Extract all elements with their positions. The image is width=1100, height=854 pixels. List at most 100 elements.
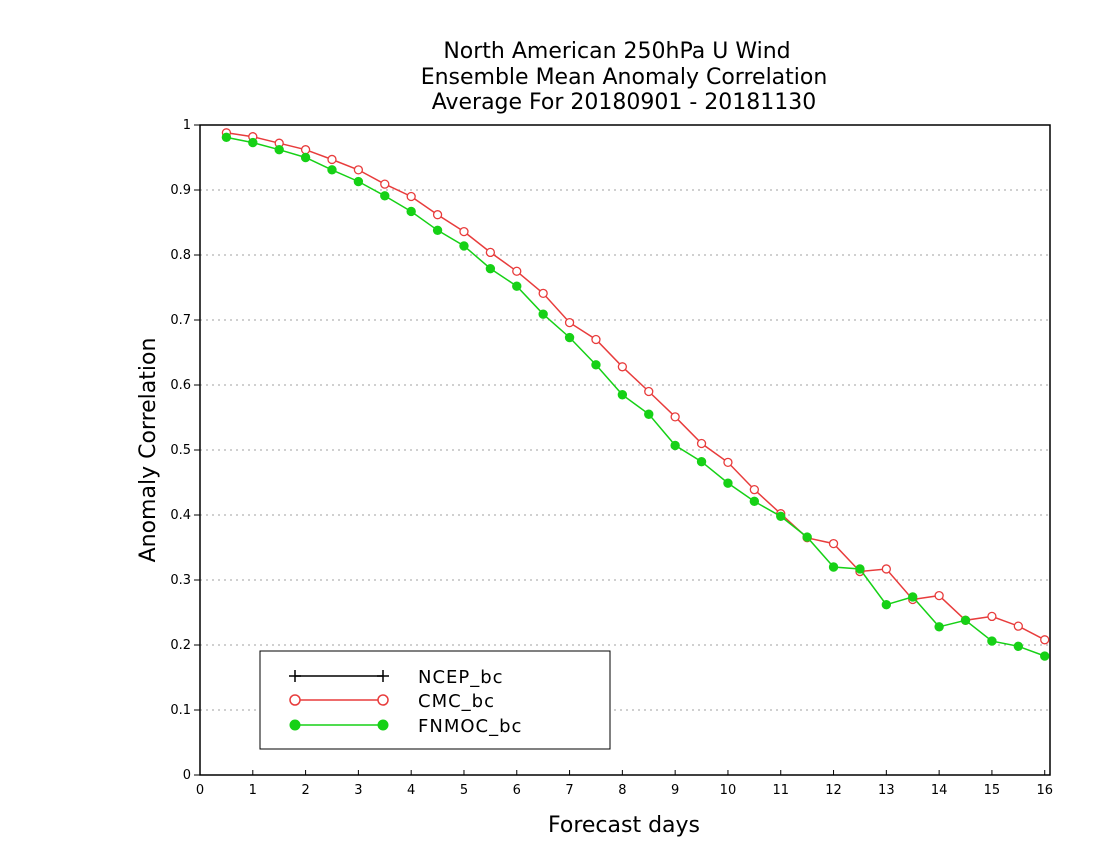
data-point-cmc-bc xyxy=(538,288,548,299)
y-tick-label: 0.6 xyxy=(170,378,191,393)
y-tick-label: 1 xyxy=(183,118,191,133)
title-line-3: Average For 20180901 - 20181130 xyxy=(432,90,817,115)
data-point-fnmoc-bc xyxy=(749,496,760,507)
grid-layer xyxy=(200,189,1050,711)
y-tick-label: 0.7 xyxy=(170,313,191,328)
legend-entry-ncep: NCEP_bc xyxy=(289,667,504,688)
data-point-cmc-bc xyxy=(881,564,891,574)
data-point-fnmoc-bc xyxy=(459,241,469,251)
data-point-cmc-bc xyxy=(300,145,311,155)
data-point-cmc-bc xyxy=(987,611,997,622)
y-tick-label: 0 xyxy=(183,768,191,783)
data-point-fnmoc-bc xyxy=(538,309,548,319)
legend-marker-cmc-right xyxy=(377,694,389,706)
legend-entry-fnmoc: FNMOC_bc xyxy=(289,716,522,737)
data-point-cmc-bc xyxy=(670,412,680,422)
data-point-fnmoc-bc xyxy=(881,600,892,610)
series-line-fnmoc-bc xyxy=(226,136,1045,657)
data-point-fnmoc-bc xyxy=(696,457,707,467)
x-tick-label: 10 xyxy=(720,783,737,798)
data-point-cmc-bc xyxy=(485,247,496,258)
y-axis-title: Anomaly Correlation xyxy=(136,338,161,563)
x-tick-label: 15 xyxy=(984,783,1001,798)
data-point-fnmoc-bc xyxy=(432,225,443,236)
legend: NCEP_bc CMC_bc FNMOC_bc xyxy=(259,650,611,750)
data-point-cmc-bc xyxy=(512,266,522,276)
data-point-cmc-bc xyxy=(934,590,944,601)
y-tick-label: 0.4 xyxy=(170,508,191,523)
legend-plus-marker-right xyxy=(377,670,389,682)
data-point-fnmoc-bc xyxy=(1013,641,1024,651)
data-point-fnmoc-bc xyxy=(406,206,416,217)
data-point-cmc-bc xyxy=(617,362,628,372)
x-tick-label: 8 xyxy=(618,783,626,798)
data-point-cmc-bc xyxy=(327,154,337,165)
data-point-cmc-bc xyxy=(1040,635,1050,645)
data-point-fnmoc-bc xyxy=(327,165,337,175)
data-point-cmc-bc xyxy=(591,334,601,345)
data-point-cmc-bc xyxy=(749,484,759,495)
axis-layer: 00.10.20.30.40.50.60.70.80.910 1 2 3 4 5 6 7 8 9 1… xyxy=(170,118,1053,798)
legend-label-fnmoc: FNMOC_bc xyxy=(418,716,522,737)
data-point-cmc-bc xyxy=(353,165,364,175)
legend-marker-fnmoc-left xyxy=(289,719,301,731)
x-tick-label: 14 xyxy=(931,783,948,798)
x-tick-label: 13 xyxy=(878,783,895,798)
legend-plus-marker-left xyxy=(289,670,301,682)
data-point-fnmoc-bc xyxy=(274,145,284,155)
data-point-cmc-bc xyxy=(564,317,575,328)
x-tick-label: 1 xyxy=(249,783,257,798)
data-point-cmc-bc xyxy=(723,457,733,468)
data-point-fnmoc-bc xyxy=(564,332,575,343)
data-point-fnmoc-bc xyxy=(353,176,364,187)
legend-marker-cmc-left xyxy=(289,694,301,706)
data-point-fnmoc-bc xyxy=(300,152,311,163)
data-point-cmc-bc xyxy=(644,386,654,397)
data-point-fnmoc-bc xyxy=(828,562,839,572)
data-point-cmc-bc xyxy=(828,538,839,549)
title-line-2: Ensemble Mean Anomaly Correlation xyxy=(421,65,828,90)
y-tick-label: 0.5 xyxy=(170,443,191,458)
data-point-fnmoc-bc xyxy=(644,409,654,419)
x-tick-label: 2 xyxy=(301,783,309,798)
x-tick-label: 6 xyxy=(513,783,521,798)
data-point-fnmoc-bc xyxy=(485,263,496,274)
x-tick-label: 7 xyxy=(565,783,573,798)
data-point-fnmoc-bc xyxy=(512,281,522,291)
series-line-cmc-bc xyxy=(226,132,1046,641)
title-line-1: North American 250hPa U Wind xyxy=(443,39,790,64)
data-point-cmc-bc xyxy=(1013,621,1023,631)
data-point-fnmoc-bc xyxy=(380,191,390,201)
data-point-fnmoc-bc xyxy=(908,592,918,602)
x-tick-label: 3 xyxy=(354,783,362,798)
legend-label-ncep: NCEP_bc xyxy=(418,667,504,688)
data-point-cmc-bc xyxy=(459,226,469,237)
data-point-cmc-bc xyxy=(380,179,390,189)
data-point-fnmoc-bc xyxy=(591,360,601,370)
legend-label-cmc: CMC_bc xyxy=(418,691,495,712)
data-point-fnmoc-bc xyxy=(987,636,997,646)
series-layer xyxy=(221,128,1050,661)
y-tick-label: 0.1 xyxy=(170,703,191,718)
y-tick-label: 0.8 xyxy=(170,248,191,263)
data-point-cmc-bc xyxy=(432,210,443,220)
x-tick-label: 4 xyxy=(407,783,415,798)
data-point-cmc-bc xyxy=(406,191,416,202)
legend-entry-cmc: CMC_bc xyxy=(289,691,495,712)
data-point-fnmoc-bc xyxy=(855,564,865,574)
data-point-fnmoc-bc xyxy=(617,390,628,400)
data-point-fnmoc-bc xyxy=(670,440,680,451)
y-tick-label: 0.9 xyxy=(170,183,191,198)
y-tick-label: 0.2 xyxy=(170,638,191,653)
chart-title: North American 250hPa U Wind Ensemble Me… xyxy=(421,39,828,115)
data-point-fnmoc-bc xyxy=(1040,651,1050,661)
x-tick-label: 11 xyxy=(772,783,789,798)
x-tick-label: 5 xyxy=(460,783,468,798)
data-point-cmc-bc xyxy=(696,438,707,449)
x-axis-title: Forecast days xyxy=(548,813,700,838)
x-tick-label: 0 xyxy=(196,783,204,798)
x-tick-label: 16 xyxy=(1036,783,1053,798)
data-point-fnmoc-bc xyxy=(960,615,971,625)
